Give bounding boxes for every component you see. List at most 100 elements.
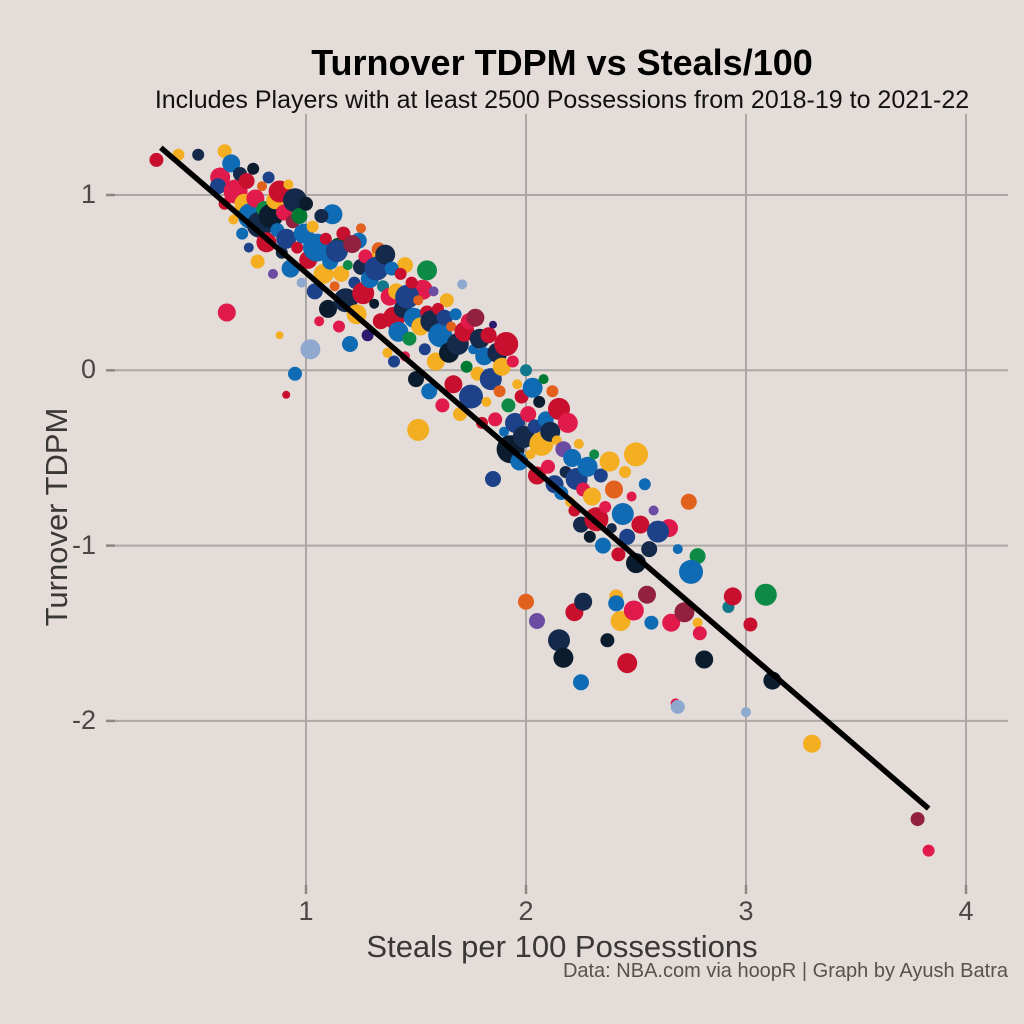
scatter-point	[291, 241, 304, 254]
scatter-point	[574, 592, 593, 611]
x-tick-label-4: 4	[958, 896, 974, 926]
scatter-point	[343, 235, 362, 254]
scatter-point	[611, 503, 634, 525]
scatter-point	[670, 699, 685, 714]
scatter-point	[466, 308, 485, 327]
scatter-point	[647, 520, 669, 543]
scatter-point	[538, 374, 549, 385]
scatter-point	[577, 456, 598, 477]
scatter-point	[692, 626, 707, 641]
scatter-point	[533, 395, 546, 408]
scatter-point	[446, 321, 457, 332]
scatter-point	[501, 398, 516, 413]
scatter-point	[418, 343, 431, 356]
scatter-point	[520, 364, 532, 377]
scatter-point	[459, 384, 483, 409]
scatter-point	[648, 505, 659, 516]
scatter-point	[382, 347, 393, 358]
scatter-point	[262, 171, 275, 184]
scatter-point	[489, 320, 497, 329]
scatter-point	[619, 466, 631, 478]
scatter-point	[222, 154, 241, 173]
scatter-point	[494, 332, 519, 356]
scatter-point	[573, 674, 589, 691]
y-tick-label-0: 0	[80, 354, 96, 385]
credits-caption: Data: NBA.com via hoopR | Graph by Ayush…	[562, 960, 1008, 982]
scatter-point	[268, 268, 278, 279]
scatter-point	[402, 331, 417, 346]
scatter-point	[228, 214, 239, 225]
scatter-point	[553, 647, 574, 668]
scatter-point	[548, 629, 570, 652]
scatter-point	[457, 279, 468, 290]
chart-subtitle: Includes Players with at least 2500 Poss…	[154, 86, 970, 114]
scatter-point	[741, 707, 751, 718]
scatter-point	[506, 355, 519, 368]
scatter-point	[499, 426, 509, 437]
scatter-point	[619, 528, 636, 545]
scatter-point	[689, 548, 706, 565]
scatter-point	[217, 303, 236, 322]
scatter-point	[512, 379, 523, 390]
scatter-point	[599, 451, 620, 472]
scatter-point	[356, 223, 366, 234]
scatter-point	[518, 593, 534, 610]
scatter-point	[723, 587, 742, 606]
scatter-point	[520, 406, 537, 423]
scatter-point	[599, 501, 612, 513]
scatter-point	[250, 254, 265, 269]
x-axis-title: Steals per 100 Possesstions	[366, 929, 758, 964]
scatter-point	[319, 232, 332, 245]
scatter-point	[417, 260, 437, 281]
scatter-point	[638, 585, 656, 604]
scatter-point	[333, 320, 345, 333]
scatter-point	[638, 478, 651, 491]
scatter-point	[485, 471, 501, 487]
scatter-point	[589, 449, 600, 460]
scatter-point	[413, 295, 424, 306]
scatter-point	[600, 633, 615, 648]
scatter-point	[407, 418, 430, 441]
scatter-point	[436, 309, 453, 326]
scatter-point	[922, 844, 935, 857]
scatter-point	[257, 181, 267, 192]
scatter-point	[583, 487, 601, 506]
scatter-point	[522, 377, 543, 398]
scatter-point	[624, 442, 648, 467]
scatter-point	[217, 144, 232, 159]
scatter-point	[546, 385, 559, 398]
scatter-point	[243, 242, 254, 253]
scatter-point	[512, 425, 535, 448]
y-tick-label--2: -2	[71, 704, 96, 735]
x-tick-label-2: 2	[518, 896, 534, 926]
x-tick-label-3: 3	[738, 896, 754, 926]
scatter-point	[288, 366, 302, 381]
y-axis-title: Turnover TDPM	[39, 407, 74, 627]
scatter-point	[421, 383, 438, 400]
scatter-point	[493, 385, 506, 398]
scatter-point	[405, 276, 418, 289]
scatter-point	[395, 284, 420, 309]
scatter-point	[444, 375, 463, 394]
y-tick-label-1: 1	[80, 179, 96, 209]
scatter-point	[626, 491, 637, 502]
scatter-point	[306, 220, 319, 233]
scatter-point	[608, 595, 625, 612]
chart-title: Turnover TDPM vs Steals/100	[311, 42, 813, 83]
scatter-point	[563, 449, 582, 467]
scatter-point	[557, 412, 578, 433]
scatter-point	[480, 327, 497, 344]
scatter-point	[743, 617, 758, 632]
scatter-point	[276, 228, 297, 249]
scatter-point	[329, 281, 340, 292]
scatter-point	[291, 208, 308, 224]
scatter-point	[361, 329, 374, 342]
scatter-point	[641, 541, 658, 558]
scatter-point	[428, 323, 453, 348]
scatter-point	[319, 299, 337, 318]
scatter-point	[672, 544, 683, 555]
y-tick-label--1: -1	[71, 529, 96, 560]
scatter-point	[342, 336, 358, 352]
scatter-point	[692, 617, 703, 628]
